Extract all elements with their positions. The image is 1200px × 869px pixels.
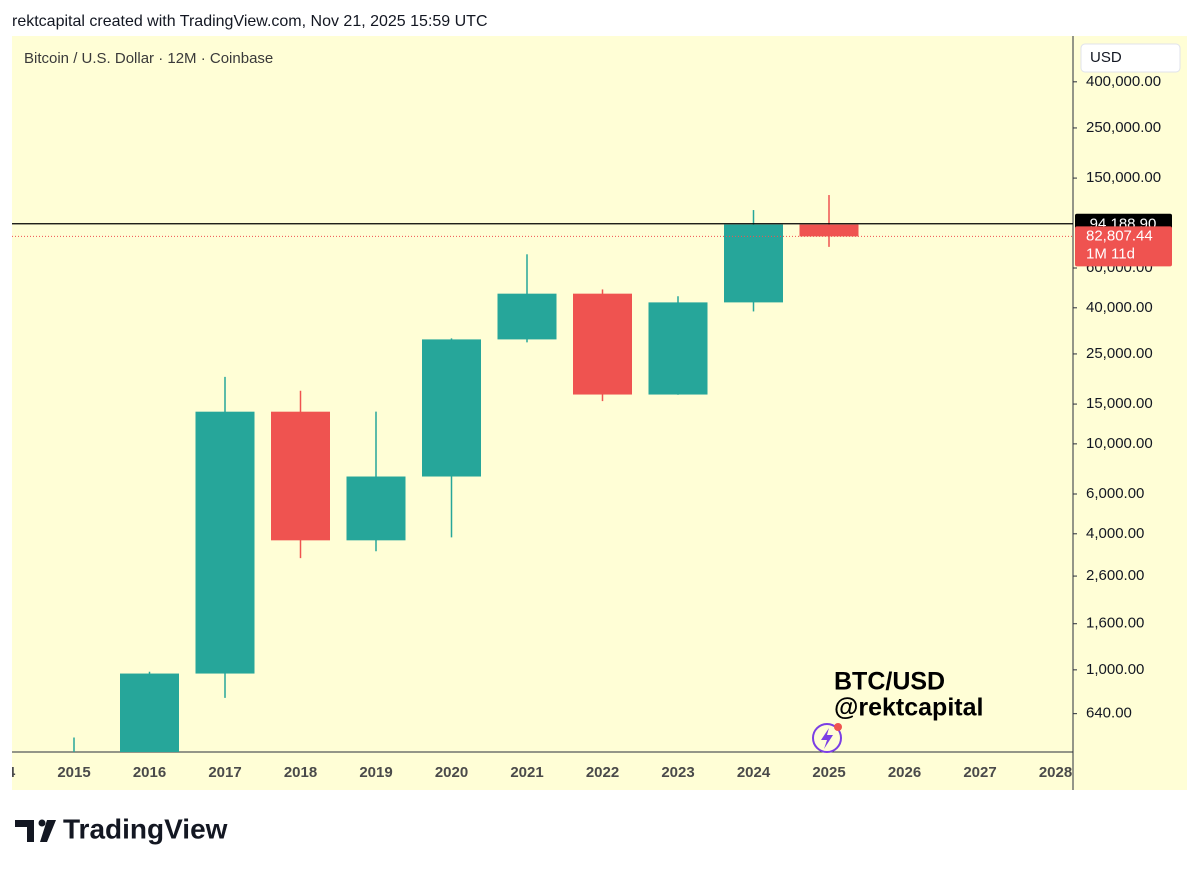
candle-body	[422, 339, 481, 477]
y-tick-label: 40,000.00	[1086, 299, 1153, 316]
candle-body	[497, 293, 557, 340]
candle-body	[195, 411, 255, 674]
last-price-label: 82,807.44	[1086, 227, 1153, 244]
y-tick-label: 150,000.00	[1086, 169, 1161, 186]
watermark-line: BTC/USD	[834, 668, 945, 696]
countdown-label: 1M 11d	[1086, 245, 1135, 262]
x-tick-label: 2020	[435, 764, 468, 781]
logo-text: TradingView	[63, 813, 228, 844]
x-tick-label: 2019	[359, 764, 392, 781]
candle-body	[573, 293, 632, 395]
chart-background	[12, 36, 1187, 790]
candle-body	[120, 673, 179, 752]
caption: rektcapital created with TradingView.com…	[12, 13, 488, 30]
x-tick-label: 2021	[510, 764, 543, 781]
watermark-icon	[812, 723, 842, 753]
y-tick-label: 4,000.00	[1086, 525, 1144, 542]
x-tick-label: 2025	[812, 764, 845, 781]
symbol-title: Bitcoin / U.S. Dollar · 12M · Coinbase	[24, 50, 273, 67]
x-tick-label: 2023	[661, 764, 694, 781]
x-tick-label: 2016	[133, 764, 166, 781]
y-tick-label: 2,600.00	[1086, 567, 1144, 584]
currency-button[interactable]	[1080, 43, 1181, 73]
plot-area	[12, 195, 1073, 752]
y-tick-label: 250,000.00	[1086, 119, 1161, 136]
last-price-box	[1075, 226, 1172, 267]
x-tick-label: 2024	[737, 764, 771, 781]
y-tick-label: 25,000.00	[1086, 345, 1153, 362]
candle-body	[648, 302, 708, 395]
y-tick-label: 1,000.00	[1086, 661, 1144, 678]
candle-body	[724, 224, 783, 303]
x-tick-label: 2018	[284, 764, 317, 781]
x-tick-label: 2026	[888, 764, 921, 781]
currency-label[interactable]: USD	[1090, 49, 1122, 66]
x-tick-label: 2014	[0, 764, 16, 781]
x-tick-label: 2015	[57, 764, 90, 781]
candle-body	[799, 224, 859, 237]
time-axis: 2014 2015 2016 2017 2018 2019 2020 2021 2022 2023…	[0, 764, 1072, 781]
x-tick-label: 2028	[1039, 764, 1072, 781]
y-tick-label: 1,600.00	[1086, 615, 1144, 632]
x-tick-label: 2022	[586, 764, 619, 781]
tradingview-logo	[15, 819, 56, 842]
y-tick-label: 6,000.00	[1086, 485, 1144, 502]
y-tick-label: 640.00	[1086, 705, 1132, 722]
candle-body	[346, 476, 406, 541]
y-tick-label: 400,000.00	[1086, 73, 1161, 90]
y-tick-label: 10,000.00	[1086, 435, 1153, 452]
y-tick-label: 15,000.00	[1086, 395, 1153, 412]
x-tick-label: 2017	[208, 764, 241, 781]
price-axis: 640.00 1,000.00 1,600.00 2,600.00 4,000.00 6,…	[1073, 73, 1172, 722]
x-tick-label: 2027	[963, 764, 996, 781]
candle-body	[271, 411, 330, 541]
watermark-line: @rektcapital	[834, 694, 983, 722]
